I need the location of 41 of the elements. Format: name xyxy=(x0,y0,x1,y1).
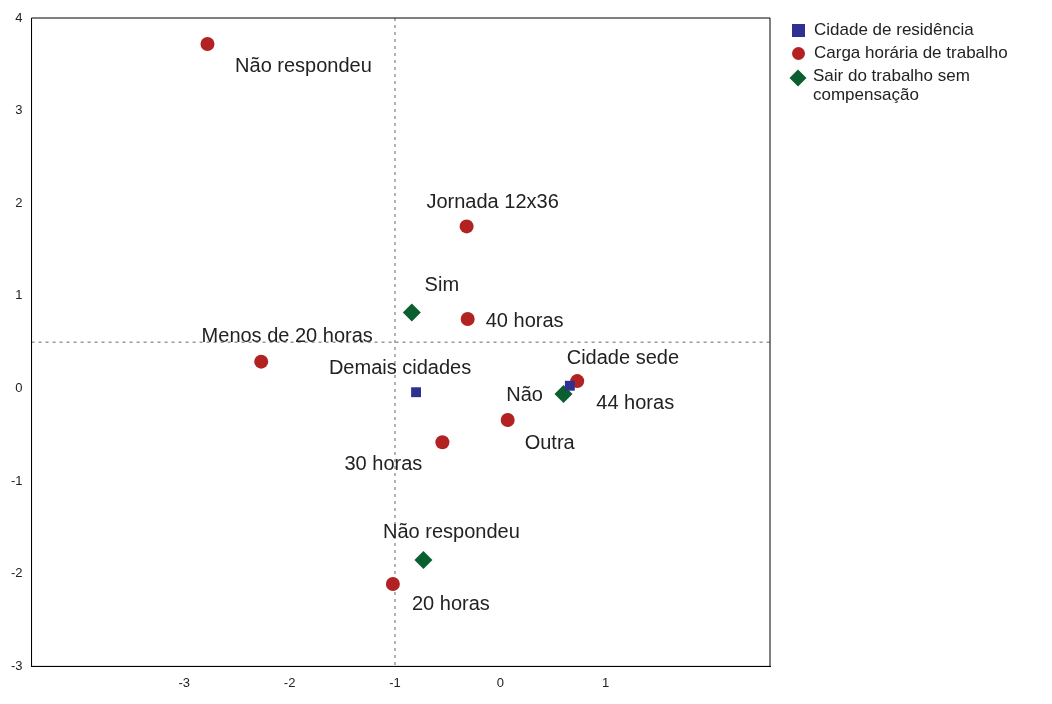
annotation: 30 horas xyxy=(344,451,423,474)
point xyxy=(200,36,215,51)
y-tick-label: 3 xyxy=(15,102,23,118)
point xyxy=(402,303,421,322)
y-tick-label: 4 xyxy=(15,9,23,25)
y-tick-label: -1 xyxy=(11,472,23,488)
annotation: Demais cidades xyxy=(328,355,472,378)
point xyxy=(460,312,475,327)
x-tick-label: 1 xyxy=(602,674,610,690)
annotation: Sim xyxy=(424,273,460,296)
annotation: 20 horas xyxy=(411,592,490,615)
annotation: Menos de 20 horas xyxy=(201,324,373,347)
point xyxy=(254,354,269,369)
point xyxy=(411,387,421,398)
annotation: Jornada 12x36 xyxy=(426,189,559,212)
annotation: 40 horas xyxy=(485,308,564,331)
annotation: 44 horas xyxy=(596,390,675,413)
point xyxy=(385,576,400,591)
point xyxy=(414,550,433,569)
point xyxy=(435,435,450,450)
point xyxy=(459,219,474,234)
y-tick-label: -2 xyxy=(11,565,23,581)
annotation: Cidade sede xyxy=(566,346,680,369)
y-tick-label: 1 xyxy=(15,287,23,303)
y-tick-label: 0 xyxy=(15,380,23,396)
legend-label: Sair do trabalho sem compensação xyxy=(813,66,971,104)
y-tick-label: 2 xyxy=(15,194,23,210)
x-tick-label: -3 xyxy=(178,674,191,690)
y-tick-label: -3 xyxy=(11,657,23,673)
legend-label: Cidade de residência xyxy=(814,20,974,39)
x-tick-label: -2 xyxy=(283,674,296,690)
point xyxy=(554,385,573,404)
point xyxy=(564,380,575,391)
annotation: Não respondeu xyxy=(235,54,372,77)
point xyxy=(500,413,515,428)
annotation: Outra xyxy=(524,430,576,453)
x-tick-label: -1 xyxy=(389,674,401,690)
annotation: Não xyxy=(506,382,543,405)
legend-label: Carga horária de trabalho xyxy=(814,43,1008,62)
annotation: Não respondeu xyxy=(383,520,520,543)
x-tick-label: 0 xyxy=(496,674,504,690)
